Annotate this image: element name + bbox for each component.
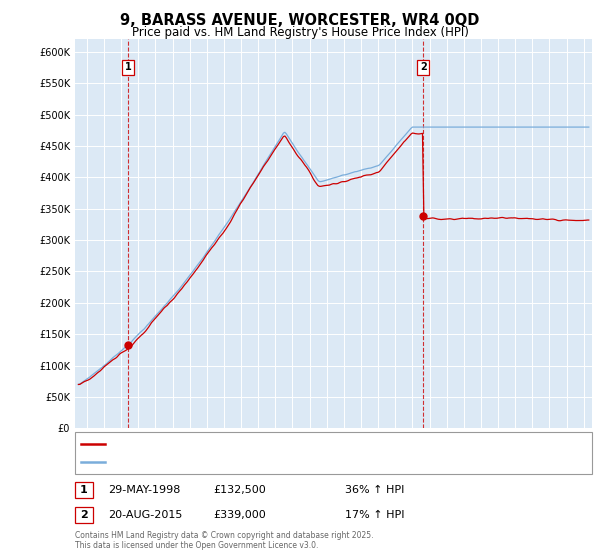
Text: 20-AUG-2015: 20-AUG-2015 bbox=[108, 510, 182, 520]
Text: 9, BARASS AVENUE, WORCESTER, WR4 0QD: 9, BARASS AVENUE, WORCESTER, WR4 0QD bbox=[121, 13, 479, 27]
Text: 17% ↑ HPI: 17% ↑ HPI bbox=[345, 510, 404, 520]
Text: HPI: Average price, detached house, Worcester: HPI: Average price, detached house, Worc… bbox=[110, 457, 340, 467]
Text: £132,500: £132,500 bbox=[213, 485, 266, 495]
Text: 1: 1 bbox=[80, 485, 88, 495]
Text: 36% ↑ HPI: 36% ↑ HPI bbox=[345, 485, 404, 495]
Text: 29-MAY-1998: 29-MAY-1998 bbox=[108, 485, 181, 495]
Text: 2: 2 bbox=[420, 63, 427, 72]
Text: Price paid vs. HM Land Registry's House Price Index (HPI): Price paid vs. HM Land Registry's House … bbox=[131, 26, 469, 39]
Text: 1: 1 bbox=[125, 63, 131, 72]
Text: £339,000: £339,000 bbox=[213, 510, 266, 520]
Text: Contains HM Land Registry data © Crown copyright and database right 2025.
This d: Contains HM Land Registry data © Crown c… bbox=[75, 530, 373, 550]
Text: 2: 2 bbox=[80, 510, 88, 520]
Text: 9, BARASS AVENUE, WORCESTER, WR4 0QD (detached house): 9, BARASS AVENUE, WORCESTER, WR4 0QD (de… bbox=[110, 438, 413, 449]
